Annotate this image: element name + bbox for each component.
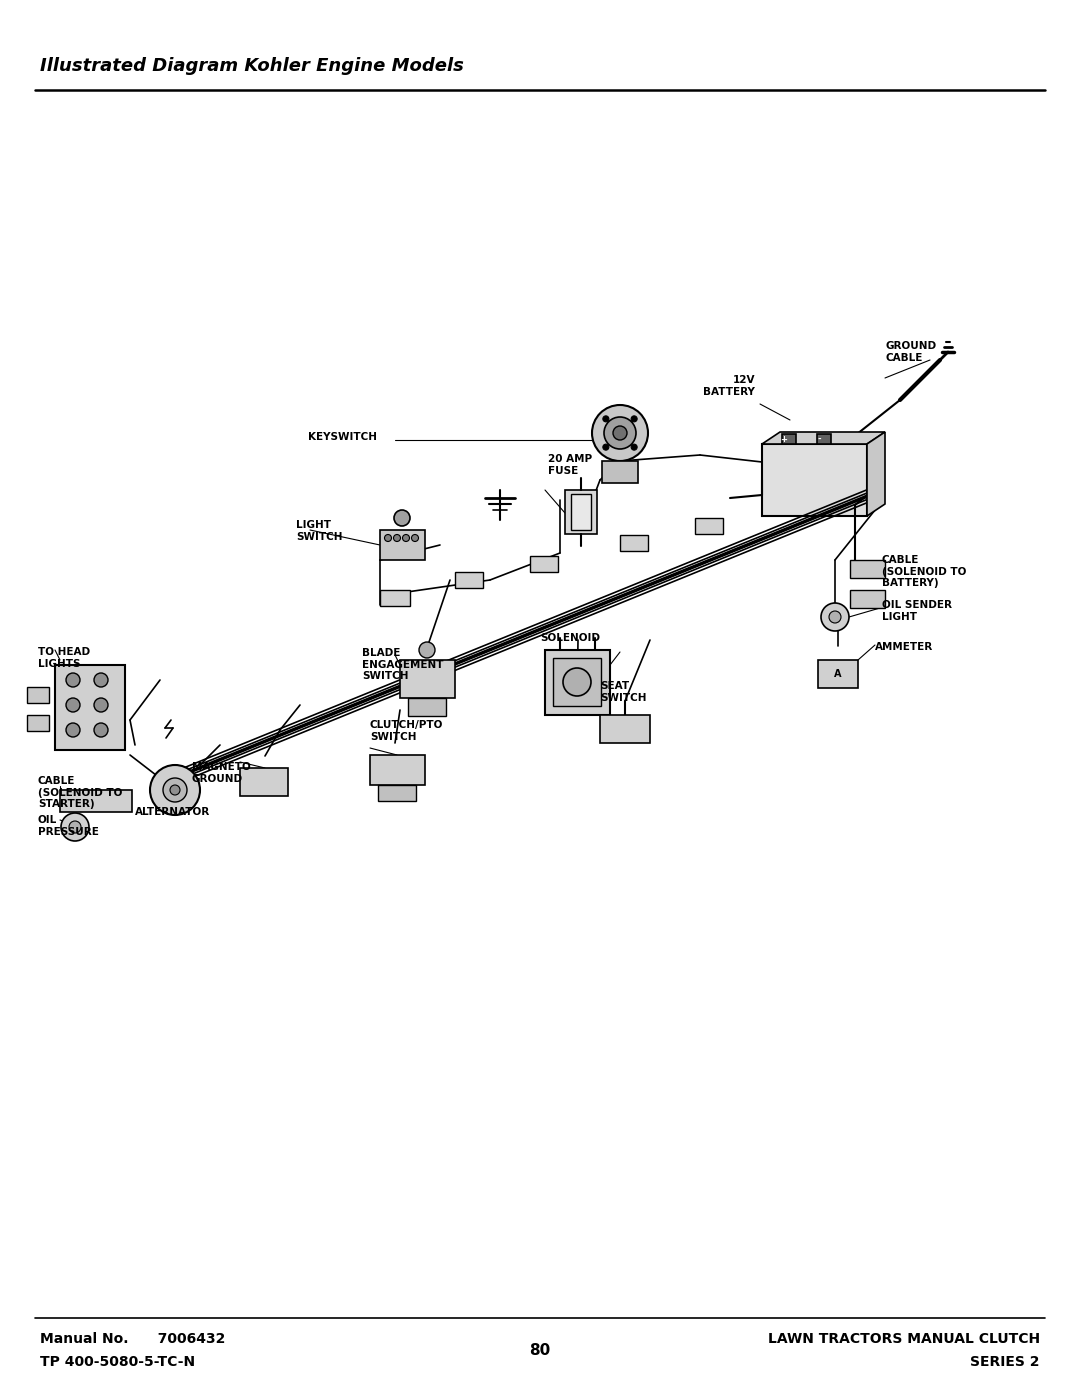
Circle shape	[631, 444, 637, 450]
Bar	[370, 754, 426, 785]
Circle shape	[592, 405, 648, 461]
Bar	[55, 665, 125, 750]
Bar	[400, 659, 455, 698]
Text: Illustrated Diagram Kohler Engine Models: Illustrated Diagram Kohler Engine Models	[40, 57, 464, 75]
Bar	[602, 461, 638, 483]
Text: OIL SENDER
LIGHT: OIL SENDER LIGHT	[882, 599, 951, 622]
Bar	[408, 698, 446, 717]
Text: A: A	[834, 669, 841, 679]
Circle shape	[66, 673, 80, 687]
Bar	[816, 434, 831, 444]
Circle shape	[604, 416, 636, 448]
Circle shape	[603, 416, 609, 422]
Circle shape	[829, 610, 841, 623]
Bar	[27, 687, 49, 703]
Bar	[380, 590, 410, 606]
Circle shape	[393, 535, 401, 542]
Text: GROUND
CABLE: GROUND CABLE	[886, 341, 937, 363]
Text: OIL
PRESSURE: OIL PRESSURE	[38, 814, 99, 837]
Text: MAGNETO
GROUND: MAGNETO GROUND	[192, 761, 251, 784]
Text: LAWN TRACTORS MANUAL CLUTCH: LAWN TRACTORS MANUAL CLUTCH	[768, 1331, 1040, 1345]
Circle shape	[60, 813, 89, 841]
Bar	[380, 529, 426, 560]
Circle shape	[94, 698, 108, 712]
Bar	[240, 768, 288, 796]
Circle shape	[66, 724, 80, 738]
Bar	[850, 560, 885, 578]
Bar	[782, 434, 796, 444]
Circle shape	[394, 510, 410, 527]
Circle shape	[419, 643, 435, 658]
Circle shape	[66, 698, 80, 712]
Bar	[455, 571, 483, 588]
Circle shape	[563, 668, 591, 696]
Circle shape	[821, 604, 849, 631]
Bar	[850, 590, 885, 608]
Text: BLADE
ENGAGEMENT
SWITCH: BLADE ENGAGEMENT SWITCH	[362, 648, 444, 682]
Text: 80: 80	[529, 1343, 551, 1358]
Text: TO HEAD
LIGHTS: TO HEAD LIGHTS	[38, 647, 90, 669]
Circle shape	[603, 444, 609, 450]
Bar	[545, 650, 610, 715]
Circle shape	[69, 821, 81, 833]
Text: 12V
BATTERY: 12V BATTERY	[703, 376, 755, 397]
Circle shape	[384, 535, 391, 542]
Circle shape	[163, 778, 187, 802]
Text: ALTERNATOR: ALTERNATOR	[135, 807, 211, 817]
Text: CLUTCH/PTO
SWITCH: CLUTCH/PTO SWITCH	[370, 721, 444, 742]
Bar	[378, 785, 416, 800]
Bar	[571, 495, 591, 529]
Circle shape	[411, 535, 419, 542]
Bar	[565, 490, 597, 534]
Bar	[530, 556, 558, 571]
Text: -: -	[818, 434, 821, 443]
Text: CABLE
(SOLENOID TO
STARTER): CABLE (SOLENOID TO STARTER)	[38, 775, 122, 809]
Polygon shape	[762, 432, 885, 444]
Text: Manual No.      7006432: Manual No. 7006432	[40, 1331, 226, 1345]
Text: 20 AMP
FUSE: 20 AMP FUSE	[548, 454, 592, 476]
Circle shape	[150, 766, 200, 814]
Bar	[553, 658, 600, 705]
Polygon shape	[867, 432, 885, 515]
Bar	[60, 789, 132, 812]
Bar	[600, 715, 650, 743]
Text: +: +	[781, 434, 787, 443]
Text: SERIES 2: SERIES 2	[971, 1355, 1040, 1369]
Bar	[620, 535, 648, 550]
Circle shape	[94, 673, 108, 687]
Text: CABLE
(SOLENOID TO
BATTERY): CABLE (SOLENOID TO BATTERY)	[882, 555, 967, 588]
Circle shape	[613, 426, 627, 440]
Bar	[818, 659, 858, 687]
Text: AMMETER: AMMETER	[875, 643, 933, 652]
Bar	[27, 715, 49, 731]
Text: SEAT
SWITCH: SEAT SWITCH	[600, 682, 647, 703]
Circle shape	[94, 724, 108, 738]
Text: TP 400-5080-5-TC-N: TP 400-5080-5-TC-N	[40, 1355, 195, 1369]
Circle shape	[403, 535, 409, 542]
Text: KEYSWITCH: KEYSWITCH	[308, 432, 377, 441]
Circle shape	[631, 416, 637, 422]
Text: LIGHT
SWITCH: LIGHT SWITCH	[296, 520, 342, 542]
Bar	[696, 518, 723, 534]
Text: SOLENOID: SOLENOID	[540, 633, 600, 643]
Bar	[762, 444, 867, 515]
Circle shape	[170, 785, 180, 795]
